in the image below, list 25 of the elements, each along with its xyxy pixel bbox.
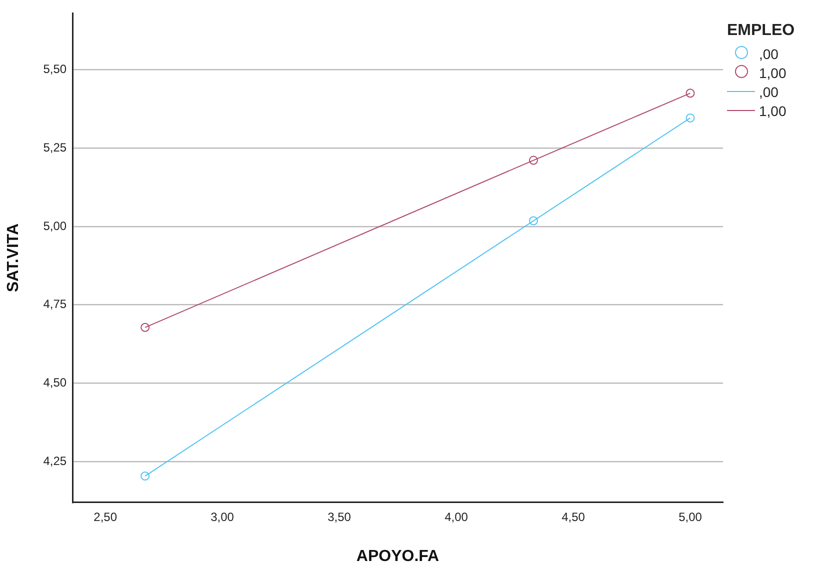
y-tick-label: 4,50 — [43, 376, 67, 390]
x-tick-label: 3,00 — [210, 510, 234, 524]
x-tick-label: 5,00 — [678, 510, 702, 524]
text: 1,00 — [759, 64, 786, 80]
point — [686, 88, 695, 98]
x-tick-label: 4,00 — [444, 510, 468, 524]
legend-title: EMPLEO — [727, 22, 795, 40]
y-tick-label: 5,50 — [43, 62, 67, 76]
point — [686, 113, 695, 122]
point — [140, 472, 150, 481]
legend-label: 1,00 — [759, 102, 786, 118]
y-tick-label: 4,75 — [43, 297, 67, 312]
x-axis-title: APOYO.FA — [356, 548, 440, 565]
y-axis-title: SAT.VITA — [5, 222, 22, 292]
x-tick-label: 3,50 — [328, 510, 352, 524]
legend-label: ,00 — [759, 84, 778, 100]
y-tick-label: 5,25 — [43, 140, 67, 154]
point — [140, 322, 150, 332]
y-tick-label: 5,00 — [43, 218, 67, 233]
point — [528, 156, 538, 165]
point — [528, 216, 538, 226]
x-tick-label: 2,50 — [94, 510, 118, 524]
x-tick-label: 4,50 — [562, 510, 586, 524]
text: ,00 — [759, 46, 778, 62]
y-tick-label: 4,25 — [43, 454, 67, 468]
